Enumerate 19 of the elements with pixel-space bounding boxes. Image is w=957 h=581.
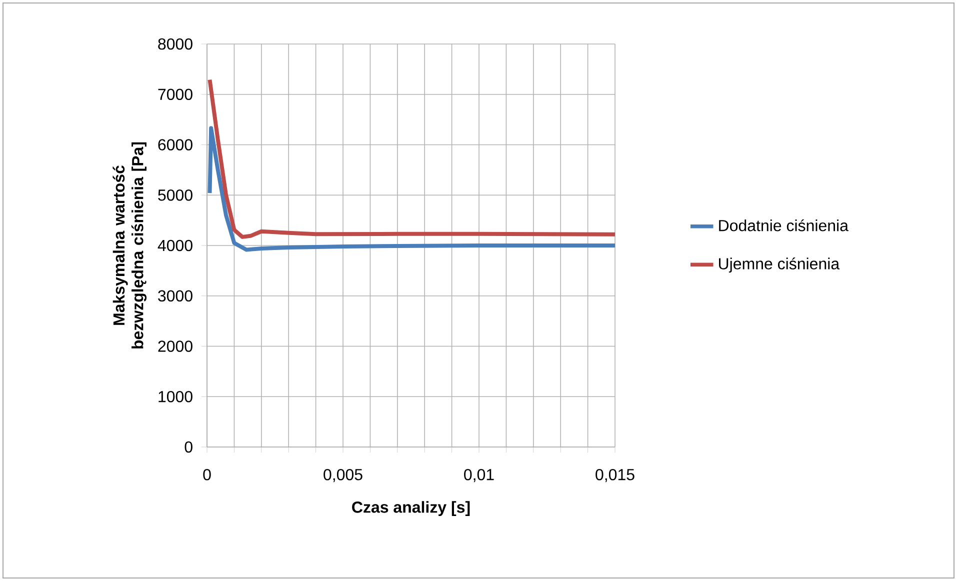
x-axis-title: Czas analizy [s] — [352, 501, 470, 516]
y-tick-label: 4000 — [158, 240, 192, 252]
legend-label: Ujemne ciśnienia — [719, 258, 840, 273]
y-tick-label: 8000 — [158, 38, 192, 50]
y-axis-title: Maksymalna wartość bezwzględna ciśnienia [Pa] — [112, 142, 147, 348]
y-tick-label: 7000 — [158, 88, 192, 100]
legend-label: Dodatnie ciśnienia — [719, 219, 848, 232]
y-tick-label: 3000 — [158, 290, 192, 302]
y-tick-label: 6000 — [158, 139, 192, 150]
y-tick-label: 0 — [184, 441, 192, 453]
x-tick-label: 0,015 — [596, 468, 634, 482]
x-tick-label: 0 — [203, 468, 211, 480]
y-tick-label: 1000 — [158, 390, 192, 402]
y-tick-label: 5000 — [158, 189, 192, 201]
y-tick-label: 2000 — [158, 340, 192, 352]
x-tick-label: 0,01 — [464, 468, 494, 482]
line-series — [208, 78, 615, 239]
line-series — [208, 126, 615, 252]
x-tick-label: 0,005 — [324, 468, 362, 482]
